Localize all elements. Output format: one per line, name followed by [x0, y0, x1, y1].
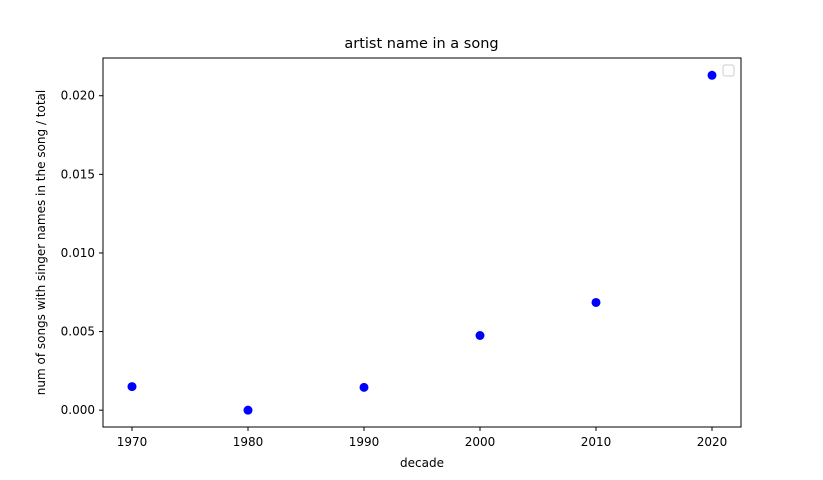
x-axis-label: decade [400, 456, 444, 470]
x-tick-label: 1980 [233, 435, 264, 449]
data-point[interactable] [243, 405, 253, 415]
x-tick-label: 2000 [465, 435, 496, 449]
x-tick-label: 2010 [581, 435, 612, 449]
legend-box[interactable] [722, 64, 735, 77]
y-tick-label: 0.005 [61, 325, 95, 339]
y-axis-ticks: 0.000 0.005 0.010 0.015 0.020 [61, 89, 103, 417]
plot-area-frame [102, 57, 742, 428]
data-point[interactable] [127, 382, 137, 392]
x-axis-ticks: 1970 1980 1990 2000 2010 2020 [117, 427, 728, 449]
y-axis-label: num of songs with singer names in the so… [34, 90, 48, 395]
data-point[interactable] [475, 330, 485, 340]
data-points [127, 70, 717, 415]
x-tick-label: 1970 [117, 435, 148, 449]
x-tick-label: 2020 [697, 435, 728, 449]
data-point[interactable] [591, 297, 601, 307]
y-tick-label: 0.000 [61, 403, 95, 417]
chart-title: artist name in a song [344, 36, 498, 52]
y-tick-label: 0.010 [61, 246, 95, 260]
data-point[interactable] [359, 382, 369, 392]
data-point[interactable] [707, 70, 717, 80]
y-tick-label: 0.015 [61, 167, 95, 181]
y-tick-label: 0.020 [61, 89, 95, 103]
x-tick-label: 1990 [349, 435, 380, 449]
